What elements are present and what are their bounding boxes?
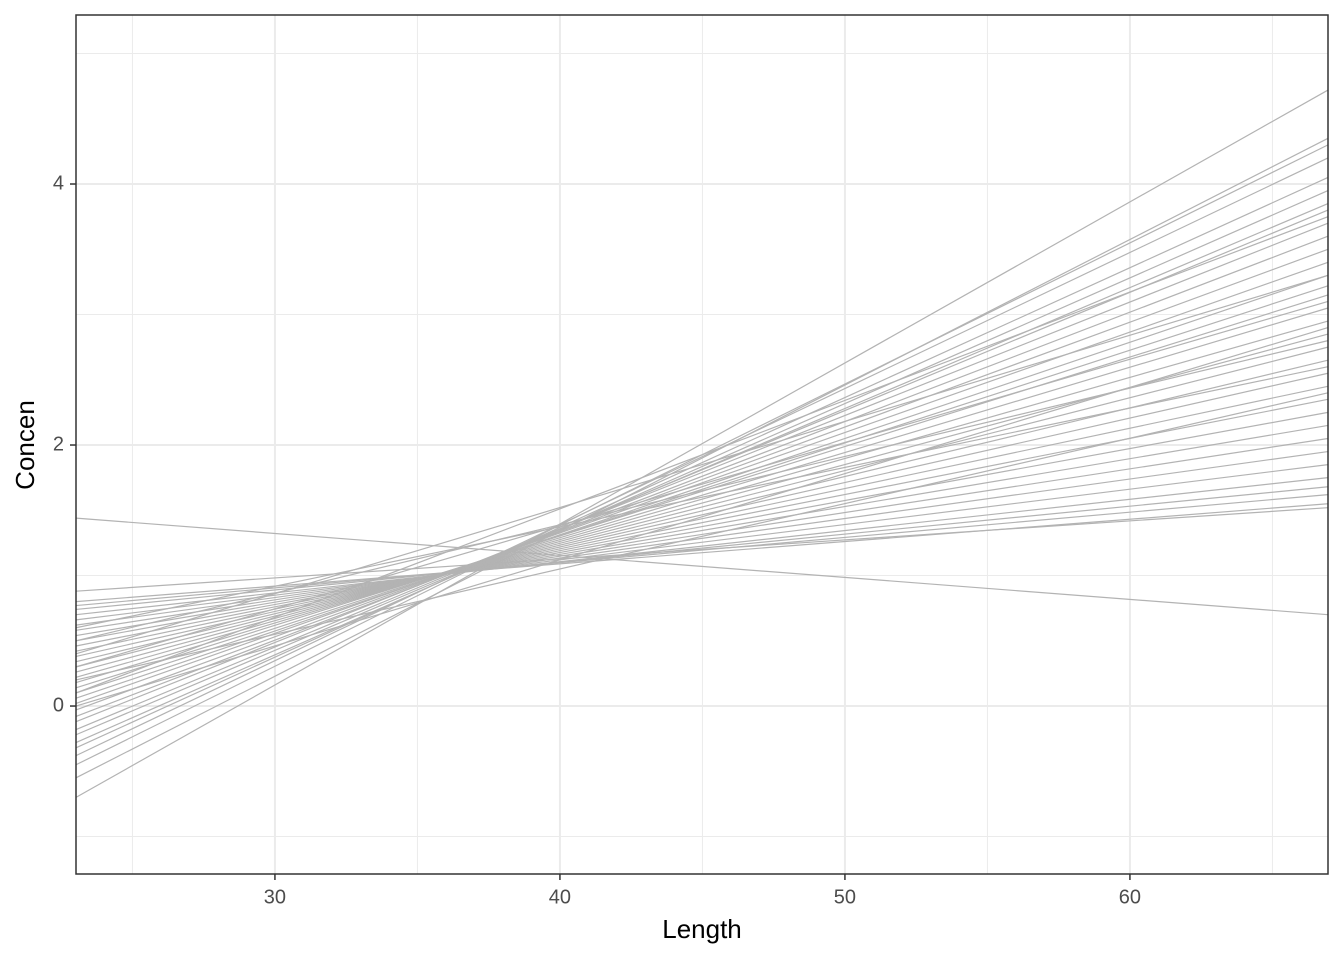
panel-border (75, 14, 1329, 875)
line (75, 477, 1329, 616)
line (75, 385, 1329, 652)
line (75, 450, 1329, 626)
line (75, 464, 1329, 621)
line (75, 494, 1329, 607)
line (75, 285, 1329, 694)
line (75, 157, 1329, 757)
line (75, 366, 1329, 629)
x-axis-label: Length (662, 914, 742, 944)
line (75, 216, 1329, 694)
x-tick-label: 60 (1119, 886, 1141, 908)
line (75, 326, 1329, 707)
line (75, 274, 1329, 699)
line (75, 424, 1329, 637)
line (75, 89, 1329, 798)
y-tick-label: 4 (53, 172, 64, 194)
y-axis-label: Concen (10, 400, 40, 490)
line (75, 274, 1329, 655)
line (75, 507, 1329, 592)
x-tick-label: 30 (264, 886, 286, 908)
y-tick-label: 0 (53, 694, 64, 716)
line (75, 137, 1329, 779)
x-tick-label: 50 (834, 886, 856, 908)
line (75, 503, 1329, 603)
line (75, 517, 1329, 616)
line (75, 486, 1329, 611)
line (75, 261, 1329, 704)
line (75, 189, 1329, 744)
line (75, 392, 1329, 681)
line (75, 294, 1329, 689)
line (75, 176, 1329, 749)
line (75, 320, 1329, 678)
line (75, 222, 1329, 723)
x-tick-label: 40 (549, 886, 571, 908)
line (75, 307, 1329, 684)
line (75, 437, 1329, 631)
line (75, 372, 1329, 658)
line (75, 203, 1329, 736)
line (75, 411, 1329, 642)
line (75, 248, 1329, 711)
line (75, 235, 1329, 718)
y-tick-label: 2 (53, 433, 64, 455)
line (75, 300, 1329, 668)
